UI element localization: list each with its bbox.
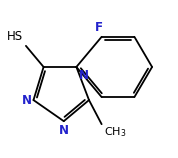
Text: F: F: [95, 21, 103, 34]
Text: N: N: [59, 124, 69, 137]
Text: CH$_3$: CH$_3$: [104, 126, 126, 140]
Text: N: N: [78, 69, 88, 82]
Text: HS: HS: [7, 30, 23, 43]
Text: N: N: [22, 94, 32, 107]
